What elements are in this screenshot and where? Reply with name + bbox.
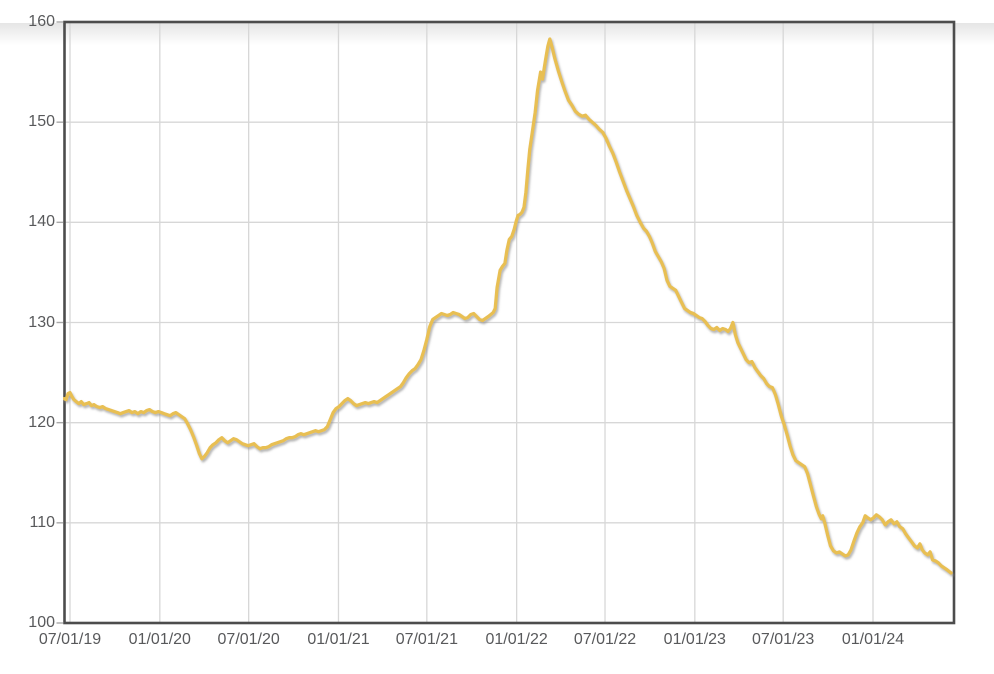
y-axis-label: 130 [28, 313, 55, 331]
x-axis-label: 01/01/21 [307, 631, 370, 648]
price-line [63, 37, 953, 575]
x-axis-label: 01/01/20 [128, 631, 191, 648]
plot-border [63, 20, 956, 625]
x-axis-label: 01/01/24 [841, 631, 905, 648]
x-axis-label: 07/01/22 [573, 631, 637, 648]
y-axis-label: 160 [28, 13, 55, 30]
data-line-group [63, 37, 953, 575]
x-axis-label: 01/01/22 [485, 631, 548, 648]
axis-ticks [56, 21, 63, 624]
y-axis-label: 110 [29, 513, 55, 531]
y-axis-label: 150 [28, 113, 55, 131]
x-axis-label: 07/01/21 [395, 631, 458, 648]
plot-border-rect [63, 20, 956, 625]
gridlines [65, 23, 953, 622]
x-axis-label: 07/01/23 [752, 631, 815, 648]
x-axis-label: 07/01/20 [217, 631, 280, 648]
x-axis-label: 01/01/23 [663, 631, 726, 648]
y-axis-label: 120 [28, 413, 55, 431]
y-axis-label: 140 [28, 213, 55, 231]
x-axis-label: 07/01/19 [38, 631, 102, 648]
y-axis-label: 100 [28, 614, 55, 631]
